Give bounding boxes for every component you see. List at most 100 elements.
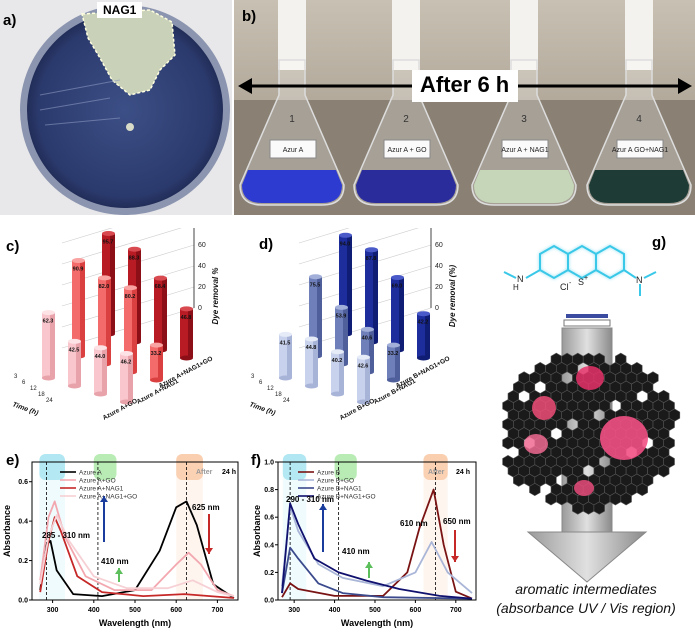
bar-value-label: 42.6 <box>358 363 369 369</box>
bar-face <box>391 277 399 350</box>
bar-top <box>120 350 133 356</box>
bar-top <box>180 306 193 312</box>
flask-label <box>269 139 317 159</box>
legend-label: Azure A+NAG1 <box>79 486 124 493</box>
bar-top <box>150 342 163 348</box>
x-tick-label: 500 <box>369 607 381 614</box>
z-tick-label: 20 <box>198 284 206 291</box>
flask-number: 2 <box>403 114 409 125</box>
highlight-box <box>282 454 307 480</box>
annotation-label: 290 - 310 nm <box>286 495 334 504</box>
panel-c: 020406080100Dye removal %46.868.488.395.… <box>0 200 230 428</box>
bar-bottom <box>279 375 292 381</box>
bar3d-chart-d: 020406080100Dye removal (%)42.269.087.89… <box>248 200 457 422</box>
bar-face <box>72 260 80 356</box>
annotation-arrowhead <box>365 562 373 568</box>
annotation-label: 285 - 310 nm <box>42 531 90 540</box>
flask-label <box>616 139 664 159</box>
annotation-label: 410 nm <box>101 557 129 566</box>
x-tick-label: 400 <box>88 607 100 614</box>
y-tick-label: 0.2 <box>264 570 274 577</box>
bar-bottom <box>68 383 81 389</box>
flask-body <box>353 59 459 206</box>
flask-tag: Azur A GO+NAG1 <box>612 147 668 154</box>
spectrum-line <box>281 505 473 594</box>
bar-face <box>387 345 395 380</box>
bar-top <box>102 231 115 237</box>
grid-line <box>61 223 195 265</box>
graphene-hex <box>636 482 648 497</box>
bar-value-label: 75.5 <box>310 283 321 289</box>
bar-face <box>180 308 188 358</box>
bar-top <box>124 285 137 291</box>
bar-value-label: 88.3 <box>129 255 140 261</box>
bar-face <box>361 329 369 372</box>
bar-face <box>42 312 50 378</box>
y-axis-title: Absorbance <box>252 505 262 557</box>
bar-value-label: 94.0 <box>340 241 351 247</box>
bar-face <box>331 351 339 394</box>
panel-e: 300 400 500 600 700 0.0 0.2 0.4 0.6 Wavelength (n… <box>0 432 244 632</box>
bar-bottom <box>357 399 370 405</box>
z-tick-label: 0 <box>198 305 202 312</box>
graphene-hex <box>502 436 514 450</box>
bar-bottom <box>305 383 318 389</box>
bar-value-label: 68.4 <box>155 284 167 290</box>
legend-label: Azure B <box>317 470 340 477</box>
panel-b-label: b) <box>242 8 257 25</box>
annotation-label: After <box>196 469 213 476</box>
time-tick-label: 24 <box>46 398 53 404</box>
graphene-sheet <box>502 352 681 515</box>
bar-top <box>357 354 370 360</box>
bar-value-label: 53.9 <box>336 313 347 319</box>
x-tick-label: 600 <box>410 607 422 614</box>
highlight-box <box>93 454 117 480</box>
caption-line1: aromatic intermediates <box>515 581 657 597</box>
x-tick-label: 600 <box>170 607 182 614</box>
highlight-band <box>282 462 307 600</box>
bar-value-label: 90.9 <box>73 267 84 273</box>
x-tick-label: 300 <box>47 607 59 614</box>
x-axis-title: Wavelength (nm) <box>341 618 413 628</box>
bar-value-label: 69.0 <box>392 284 403 290</box>
bar-face <box>417 313 425 358</box>
bar-face <box>94 347 102 394</box>
y-tick-label: 0.6 <box>264 515 274 522</box>
bar-value-label: 42.2 <box>418 320 429 326</box>
mechanism-schematic: N H N Cl - S + aromatic intermediates (a… <box>496 244 681 616</box>
bar-bottom <box>387 377 400 383</box>
time-tick-label: 18 <box>275 392 282 398</box>
y-tick-label: 0.4 <box>18 519 28 526</box>
annotation-arrowhead <box>205 548 213 554</box>
bar-value-label: 40.2 <box>332 358 343 364</box>
z-tick-label: 60 <box>435 242 443 249</box>
bar-top <box>309 274 322 280</box>
flask-number: 1 <box>289 114 295 125</box>
bar-value-label: 33.2 <box>388 351 399 357</box>
flask-body <box>471 59 577 206</box>
time-tick-label: 3 <box>14 374 18 380</box>
panel-d: 020406080100Dye removal (%)42.269.087.89… <box>237 200 467 428</box>
bar-face <box>154 278 162 350</box>
bar-face <box>309 276 317 356</box>
bar-bottom <box>42 375 55 381</box>
downward-arrow <box>526 531 648 583</box>
flask-liquid <box>242 170 342 203</box>
legend-label: Azure A <box>79 470 102 477</box>
azure-molecule <box>503 244 657 296</box>
panel-f-label: f) <box>251 452 261 469</box>
bar-face <box>279 334 287 378</box>
legend-label: Azure B+NAG1 <box>317 486 362 493</box>
annotation-arrowhead <box>319 504 327 510</box>
panel-f: 300 400 500 600 700 0.0 0.2 0.4 0.6 0.8 1.0 Wavelen… <box>250 432 480 632</box>
z-tick-label: 20 <box>435 284 443 291</box>
bar-top <box>391 275 404 281</box>
flask-stopper <box>392 0 420 70</box>
cl-ion: Cl <box>560 282 569 292</box>
bar-value-label: 46.2 <box>121 359 132 365</box>
bar-value-label: 62.3 <box>43 319 54 325</box>
time-tick-label: 3 <box>251 374 255 380</box>
bar-top <box>417 311 430 317</box>
time-tick-label: 6 <box>22 380 26 386</box>
flask-liquid <box>589 170 689 203</box>
